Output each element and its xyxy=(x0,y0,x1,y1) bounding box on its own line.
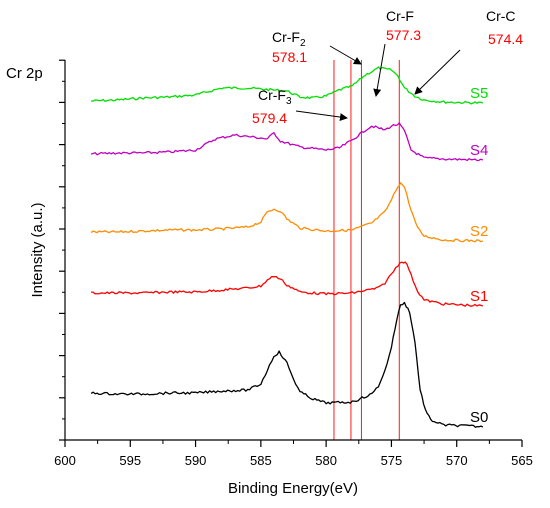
y-ticks xyxy=(59,59,65,441)
x-tick-label: 600 xyxy=(54,453,76,468)
annotation-cr-f-value: 577.3 xyxy=(386,27,421,43)
annotation-cr-c-name: Cr-C xyxy=(486,8,516,24)
series-line-s4 xyxy=(90,122,484,162)
x-tick-label: 570 xyxy=(446,453,468,468)
series-label-s4: S4 xyxy=(470,142,488,159)
y-axis-title: Intensity (a.u.) xyxy=(29,202,46,297)
series-labels: S5 S4 S2 S1 S0 xyxy=(470,85,488,426)
annotation-cr-f2-name: Cr-F2 xyxy=(272,29,306,49)
series-lines xyxy=(90,66,484,428)
axes: 600 595 590 585 580 575 570 565 xyxy=(54,59,533,468)
annotations: Cr-F2 578.1 Cr-F 577.3 Cr-C 574.4 Cr-F3 … xyxy=(252,8,523,126)
annotation-cr-c-value: 574.4 xyxy=(488,31,523,47)
annotation-cr-f2-arrow xyxy=(329,45,362,65)
series-label-s1: S1 xyxy=(470,288,488,305)
series-line-s2 xyxy=(90,182,484,243)
x-tick-label: 565 xyxy=(511,453,533,468)
x-tick-label: 595 xyxy=(119,453,141,468)
annotation-cr-f-name: Cr-F xyxy=(386,8,414,24)
x-tick-label: 590 xyxy=(185,453,207,468)
series-label-s5: S5 xyxy=(470,85,488,102)
x-tick-label: 585 xyxy=(250,453,272,468)
series-label-s2: S2 xyxy=(470,223,488,240)
annotation-cr-c: Cr-C 574.4 xyxy=(414,8,523,95)
x-tick-label: 575 xyxy=(381,453,403,468)
panel-label: Cr 2p xyxy=(6,65,43,82)
annotation-cr-f3-arrow xyxy=(295,110,348,122)
x-ticks: 600 595 590 585 580 575 570 565 xyxy=(54,440,533,468)
annotation-cr-f3-value: 579.4 xyxy=(252,110,287,126)
annotation-cr-f3: Cr-F3 579.4 xyxy=(252,87,348,126)
series-line-s0 xyxy=(90,301,484,428)
annotation-cr-f2-value: 578.1 xyxy=(272,49,307,65)
x-tick-label: 580 xyxy=(315,453,337,468)
annotation-cr-f2: Cr-F2 578.1 xyxy=(272,29,362,65)
series-line-s1 xyxy=(91,261,484,307)
series-line-s5 xyxy=(91,66,484,105)
series-label-s0: S0 xyxy=(470,409,488,426)
annotation-cr-c-arrow xyxy=(414,49,461,95)
annotation-cr-f-arrow xyxy=(373,43,386,97)
annotation-cr-f3-name: Cr-F3 xyxy=(258,87,292,107)
x-axis-title: Binding Energy(eV) xyxy=(228,480,358,497)
reference-lines xyxy=(333,60,400,440)
annotation-cr-f: Cr-F 577.3 xyxy=(373,8,421,97)
